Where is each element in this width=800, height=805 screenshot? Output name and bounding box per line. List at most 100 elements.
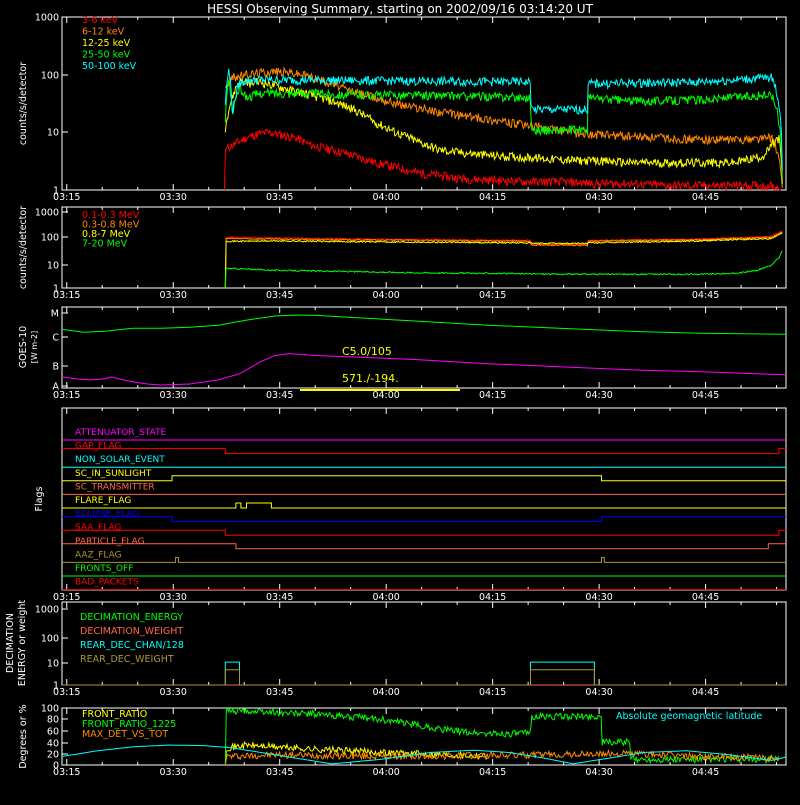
legend-entry: DECIMATION_WEIGHT: [80, 626, 183, 637]
legend-entry: 0.3-0.8 MeV: [82, 220, 140, 231]
flag-label: SC_TRANSMITTER: [75, 482, 155, 492]
time-tick-label: 03:45: [266, 390, 293, 401]
legend-entry: 50-100 keV: [82, 61, 137, 72]
time-tick-label: 04:00: [372, 592, 399, 603]
series-line-12-25-kev: [224, 77, 783, 184]
ratio-y-tick-label: 80: [47, 715, 59, 726]
series-line-0-8-7-mev: [224, 232, 783, 289]
time-tick-label: 04:30: [585, 192, 612, 203]
time-tick-label: 03:15: [53, 192, 80, 203]
figure-title: HESSI Observing Summary, starting on 200…: [207, 2, 593, 16]
time-tick-label: 04:00: [372, 192, 399, 203]
ratio-y-axis-label: Degrees or %: [18, 704, 29, 768]
high_energy-y-tick-label: 100: [41, 233, 59, 244]
time-tick-label: 04:15: [479, 290, 506, 301]
time-tick-label: 03:30: [160, 290, 187, 301]
ratio-y-tick-label: 60: [47, 727, 59, 738]
time-tick-label: 04:15: [479, 390, 506, 401]
time-tick-label: 03:30: [160, 767, 187, 778]
legend-entry: 25-50 keV: [82, 50, 131, 61]
legend-entry: FRONT_RATIO: [82, 709, 147, 720]
goes-y-tick-label: M: [51, 309, 59, 320]
time-tick-label: 03:45: [266, 192, 293, 203]
decimation-y-tick-label: 1: [53, 681, 59, 692]
flags-time-ticks: 03:15 03:30 03:45 04:00 04:15 04:30 04:45: [53, 408, 778, 603]
legend-entry: Absolute geomagnetic latitude: [616, 711, 762, 722]
time-tick-label: 04:15: [479, 687, 506, 698]
goes-annotation-position: 571./-194.: [342, 372, 399, 385]
goes-series-1: [61, 353, 787, 386]
time-tick-label: 04:30: [585, 767, 612, 778]
flag-label: SC_IN_SUNLIGHT: [75, 469, 152, 479]
legend-entry: 6-12 keV: [82, 27, 125, 38]
high_energy-time-ticks: 03:15 03:30 03:45 04:00 04:15 04:30 04:45: [53, 207, 778, 301]
legend-entry: DECIMATION_ENERGY: [80, 612, 183, 623]
time-tick-label: 03:15: [53, 687, 80, 698]
goes-y-tick-label: B: [52, 362, 59, 373]
flag-label: BAD_PACKETS: [75, 578, 139, 588]
flag-line-particle-flag: [62, 543, 786, 550]
ratio-y-tick-label: 100: [41, 704, 59, 715]
low_energy-y-tick-label: 10: [47, 128, 59, 139]
high-energy-y-axis-label: counts/s/detector: [18, 206, 29, 289]
time-tick-label: 04:30: [585, 592, 612, 603]
time-tick-label: 03:30: [160, 390, 187, 401]
legend-entry: 7-20 MeV: [82, 239, 128, 250]
flag-line-gap-flag: [62, 448, 786, 455]
low-energy-y-axis-label: counts/s/detector: [18, 62, 29, 145]
flag-line-aaz-flag: [62, 556, 786, 563]
goes-y-tick-label: A: [53, 382, 60, 393]
ratio-frame: [61, 707, 787, 766]
decimation-y-axis-label-2: ENERGY or weight: [17, 600, 28, 686]
high_energy-frame: [61, 206, 787, 289]
legend-entry: MAX_DET_VS_TOT: [82, 729, 168, 740]
time-tick-label: 03:45: [266, 767, 293, 778]
series-line-0-3-0-8-mev: [224, 231, 783, 289]
low_energy-time-ticks: 03:15 03:30 03:45 04:00 04:15 04:30 04:45: [53, 17, 778, 203]
flag-label: SAA_FLAG: [75, 523, 121, 533]
ratio-y-tick-label: 40: [47, 739, 59, 750]
time-tick-label: 04:45: [692, 687, 719, 698]
goes-y-axis-unit: [W m-2]: [30, 331, 39, 363]
ratio-series-0: [224, 740, 488, 766]
goes-y-axis-label: GOES-10: [18, 326, 29, 368]
ratio-series-3: [61, 744, 787, 765]
flag-label: ATTENUATOR_STATE: [75, 428, 167, 438]
legend-entry: REAR_DEC_WEIGHT: [80, 654, 174, 665]
high_energy-y-tick-label: 10: [47, 261, 59, 272]
low_energy-y-tick-label: 1: [53, 186, 59, 197]
ratio-y-tick-label: 0: [53, 761, 59, 772]
time-tick-label: 04:45: [692, 767, 719, 778]
high_energy-y-tick-label: 1000: [35, 208, 59, 219]
decimation-time-ticks: 03:15 03:30 03:45 04:00 04:15 04:30 04:45: [53, 602, 778, 698]
time-tick-label: 03:15: [53, 767, 80, 778]
legend-entry: 0.1-0.3 MeV: [82, 210, 140, 221]
series-line-25-50-kev: [224, 79, 783, 179]
series-line-3-6-kev: [224, 128, 782, 192]
time-tick-label: 04:15: [479, 192, 506, 203]
low_energy-y-tick-label: 100: [41, 71, 59, 82]
time-tick-label: 04:45: [692, 390, 719, 401]
time-tick-label: 04:30: [585, 390, 612, 401]
flag-label: FLARE_FLAG: [75, 496, 131, 506]
flag-label: NON_SOLAR_EVENT: [75, 455, 165, 465]
time-tick-label: 03:30: [160, 592, 187, 603]
goes-y-tick-label: C: [52, 333, 59, 344]
flag-line-eclipse-flag: [62, 516, 786, 523]
time-tick-label: 04:00: [372, 767, 399, 778]
time-tick-label: 04:45: [692, 592, 719, 603]
time-tick-label: 04:45: [692, 192, 719, 203]
legend-entry: 0.8-7 MeV: [82, 229, 131, 240]
time-tick-label: 03:30: [160, 687, 187, 698]
time-tick-label: 03:15: [53, 592, 80, 603]
high_energy-y-tick-label: 1: [53, 284, 59, 295]
goes-frame: [61, 306, 787, 389]
decimation-y-tick-label: 1000: [35, 605, 59, 616]
time-tick-label: 03:45: [266, 290, 293, 301]
flag-label: ECLIPSE_FLAG: [75, 510, 139, 520]
time-tick-label: 04:15: [479, 767, 506, 778]
legend-entry: FRONT_RATIO_1225: [82, 719, 176, 730]
goes-annotation-class: C5.0/105: [342, 345, 392, 358]
